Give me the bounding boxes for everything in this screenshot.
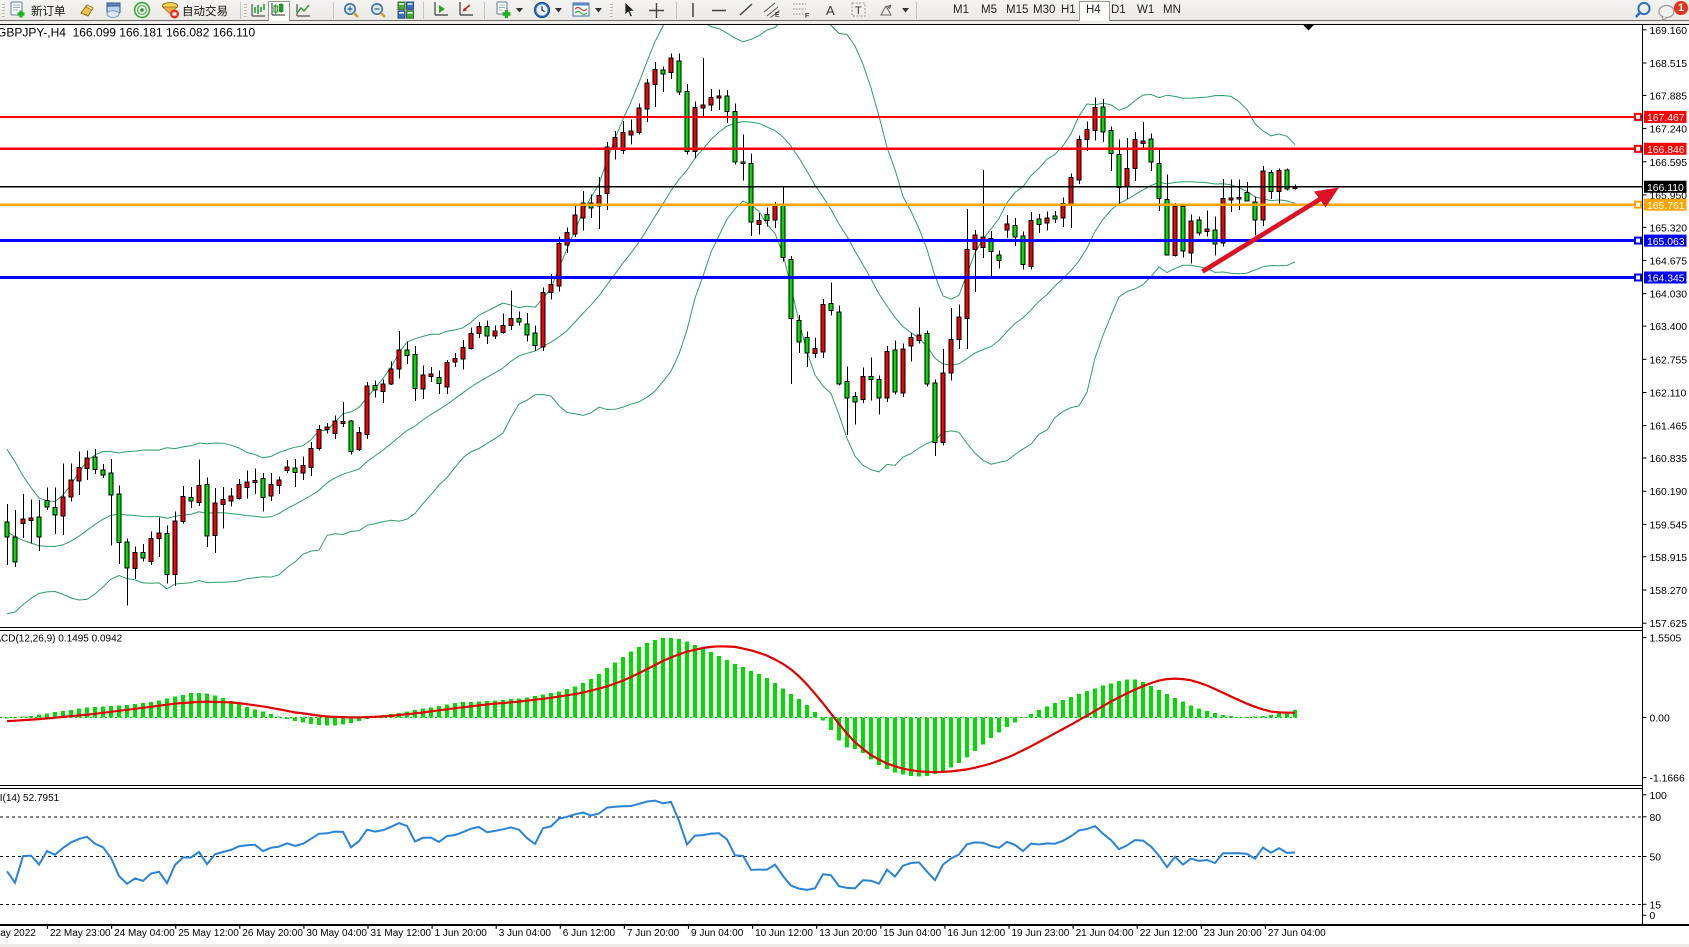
svg-text:1.5505: 1.5505 <box>1650 634 1682 645</box>
svg-text:15: 15 <box>1650 900 1662 911</box>
svg-text:80: 80 <box>1650 813 1662 824</box>
svg-text:1 Jun 20:00: 1 Jun 20:00 <box>435 928 488 939</box>
svg-text:164.345: 164.345 <box>1647 274 1685 285</box>
svg-text:160.835: 160.835 <box>1650 454 1688 465</box>
svg-text:159.545: 159.545 <box>1650 520 1688 531</box>
svg-text:162.110: 162.110 <box>1650 389 1687 400</box>
svg-text:167.885: 167.885 <box>1650 91 1688 102</box>
svg-text:30 May 04:00: 30 May 04:00 <box>306 928 367 939</box>
svg-text:157.625: 157.625 <box>1650 619 1688 630</box>
svg-text:164.675: 164.675 <box>1650 257 1688 268</box>
svg-text:168.515: 168.515 <box>1650 59 1688 70</box>
svg-text:167.467: 167.467 <box>1647 113 1685 124</box>
svg-text:E: E <box>775 12 780 19</box>
svg-text:3 Jun 04:00: 3 Jun 04:00 <box>499 928 552 939</box>
svg-text:24 May 04:00: 24 May 04:00 <box>114 928 175 939</box>
svg-text:9 Jun 04:00: 9 Jun 04:00 <box>691 928 744 939</box>
svg-text:26 May 20:00: 26 May 20:00 <box>242 928 303 939</box>
svg-text:15 Jun 04:00: 15 Jun 04:00 <box>883 928 941 939</box>
svg-text:21 Jun 04:00: 21 Jun 04:00 <box>1076 928 1134 939</box>
svg-text:23 Jun 20:00: 23 Jun 20:00 <box>1204 928 1262 939</box>
svg-text:166.110: 166.110 <box>1647 183 1684 194</box>
svg-text:13 Jun 20:00: 13 Jun 20:00 <box>819 928 877 939</box>
svg-text:GBPJPY-,H4 166.099 166.181 16: GBPJPY-,H4 166.099 166.181 166.082 166.1… <box>0 26 256 40</box>
svg-text:RSI(14) 52.7951: RSI(14) 52.7951 <box>0 793 60 804</box>
svg-text:158.270: 158.270 <box>1650 586 1688 597</box>
svg-text:50: 50 <box>1650 853 1662 864</box>
svg-text:10 Jun 12:00: 10 Jun 12:00 <box>755 928 813 939</box>
svg-text:25 May 12:00: 25 May 12:00 <box>178 928 239 939</box>
svg-text:6 Jun 12:00: 6 Jun 12:00 <box>563 928 616 939</box>
svg-text:27 Jun 04:00: 27 Jun 04:00 <box>1268 928 1326 939</box>
svg-text:162.755: 162.755 <box>1650 355 1688 366</box>
svg-text:164.030: 164.030 <box>1650 290 1688 301</box>
svg-text:165.320: 165.320 <box>1650 223 1688 234</box>
svg-text:16 Jun 12:00: 16 Jun 12:00 <box>947 928 1005 939</box>
svg-text:MACD(12,26,9) 0.1495 0.0942: MACD(12,26,9) 0.1495 0.0942 <box>0 634 123 645</box>
svg-text:F: F <box>805 13 809 19</box>
svg-text:161.465: 161.465 <box>1650 422 1688 433</box>
svg-text:31 May 12:00: 31 May 12:00 <box>371 928 432 939</box>
svg-text:20 May 2022: 20 May 2022 <box>0 928 36 939</box>
svg-text:22 Jun 12:00: 22 Jun 12:00 <box>1140 928 1198 939</box>
svg-text:-1.1666: -1.1666 <box>1650 774 1685 785</box>
svg-text:165.063: 165.063 <box>1647 237 1685 248</box>
svg-text:0: 0 <box>1650 911 1656 922</box>
svg-text:169.160: 169.160 <box>1650 26 1688 37</box>
svg-text:22 May 23:00: 22 May 23:00 <box>50 928 111 939</box>
svg-text:163.400: 163.400 <box>1650 322 1688 333</box>
svg-text:0.00: 0.00 <box>1650 714 1670 725</box>
svg-text:19 Jun 23:00: 19 Jun 23:00 <box>1012 928 1070 939</box>
svg-text:166.595: 166.595 <box>1650 158 1688 169</box>
svg-text:T: T <box>855 5 862 17</box>
svg-text:158.915: 158.915 <box>1650 553 1688 564</box>
svg-text:160.190: 160.190 <box>1650 487 1688 498</box>
svg-text:165.761: 165.761 <box>1647 201 1685 212</box>
svg-text:165.950: 165.950 <box>1650 191 1688 202</box>
svg-text:100: 100 <box>1650 791 1668 802</box>
svg-text:7 Jun 20:00: 7 Jun 20:00 <box>627 928 680 939</box>
svg-text:167.240: 167.240 <box>1650 125 1688 136</box>
svg-text:166.846: 166.846 <box>1647 145 1685 156</box>
